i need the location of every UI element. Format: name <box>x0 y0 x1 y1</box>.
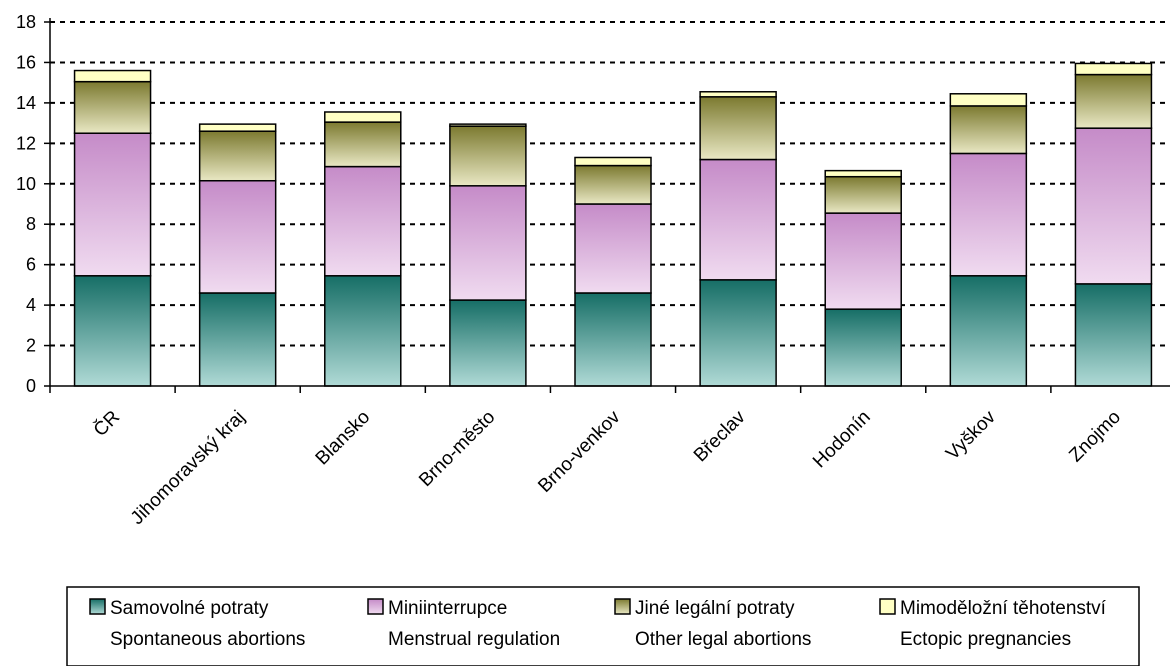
legend-label: Jiné legální potraty <box>635 598 795 619</box>
bar-segment-4 <box>449 123 527 127</box>
bar-segment-1 <box>449 299 527 387</box>
y-tick-label: 10 <box>16 174 36 194</box>
legend-swatch <box>89 598 106 615</box>
bar-segment-2 <box>324 165 402 277</box>
legend: Samovolné potraty Spontaneous abortions Mi… <box>66 586 1140 666</box>
bar-segment-1 <box>574 292 652 387</box>
x-category-label: Brno-venkov <box>534 406 625 497</box>
bar-segment-3 <box>824 175 902 214</box>
bar-segment-4 <box>699 91 777 98</box>
bar-segment-3 <box>1074 73 1153 129</box>
legend-label-en: Ectopic pregnancies <box>900 629 1071 650</box>
x-category-label: Vyškov <box>942 406 1000 464</box>
bar-segment-3 <box>574 164 652 205</box>
bar-segment-2 <box>949 152 1028 277</box>
legend-label-en: Spontaneous abortions <box>110 629 305 650</box>
x-category-label: Znojmo <box>1065 407 1125 467</box>
x-category-label: ČR <box>89 406 124 441</box>
bar-segment-4 <box>73 69 152 83</box>
legend-label-en: Other legal abortions <box>635 629 811 650</box>
legend-swatch <box>614 598 631 615</box>
axes <box>49 18 1170 393</box>
bar-segment-3 <box>324 121 402 168</box>
x-category-label: Brno-město <box>415 407 499 491</box>
x-category-label: Blansko <box>312 407 375 470</box>
bar-segment-3 <box>949 105 1028 155</box>
bar-segment-2 <box>574 203 652 294</box>
bar-segment-1 <box>198 292 277 387</box>
y-tick-label: 0 <box>26 376 36 396</box>
bar-segment-4 <box>574 156 652 167</box>
bars-group <box>73 62 1153 387</box>
bar-segment-3 <box>198 130 277 182</box>
bar-segment-2 <box>824 212 902 310</box>
legend-label-en: Menstrual regulation <box>388 629 560 650</box>
legend-swatch <box>367 598 384 615</box>
y-tick-label: 16 <box>16 52 36 72</box>
y-tick-label: 8 <box>26 214 36 234</box>
legend-box <box>66 586 1140 666</box>
bar-segment-1 <box>699 279 777 387</box>
x-category-label: Hodonín <box>809 407 875 473</box>
legend-label: Samovolné potraty <box>110 598 269 619</box>
bar-segment-2 <box>73 132 152 277</box>
y-tick-label: 6 <box>26 255 36 275</box>
bar-segment-2 <box>449 185 527 301</box>
legend-swatch <box>879 598 896 615</box>
bar-segment-2 <box>1074 127 1153 285</box>
bar-segment-2 <box>699 158 777 281</box>
bar-segment-3 <box>699 96 777 161</box>
y-tick-label: 14 <box>16 93 36 113</box>
x-axis-labels: ČR Jihomoravský kraj Blansko Brno-město Brno… <box>89 406 1125 529</box>
x-category-label: Břeclav <box>690 406 750 466</box>
legend-label: Miniinterrupce <box>388 598 507 619</box>
bar-segment-4 <box>949 93 1028 107</box>
x-category-label: Jihomoravský kraj <box>127 407 249 529</box>
y-tick-label: 2 <box>26 336 36 356</box>
bar-segment-4 <box>824 169 902 178</box>
bar-segment-1 <box>824 308 902 387</box>
y-tick-label: 4 <box>26 295 36 315</box>
bar-segment-1 <box>949 275 1028 387</box>
y-axis-ticks: 0 2 4 6 8 10 12 14 16 18 <box>16 12 50 396</box>
bar-segment-4 <box>1074 62 1153 76</box>
legend-label: Mimoděložní těhotenství <box>900 598 1107 619</box>
y-tick-label: 12 <box>16 133 36 153</box>
bar-segment-2 <box>198 179 277 294</box>
bar-segment-1 <box>73 275 152 387</box>
y-tick-label: 18 <box>16 12 36 32</box>
bar-segment-3 <box>449 125 527 187</box>
bar-segment-4 <box>324 111 402 123</box>
bar-segment-3 <box>73 80 152 134</box>
bar-segment-4 <box>198 123 277 132</box>
bar-segment-1 <box>1074 283 1153 387</box>
bar-segment-1 <box>324 275 402 387</box>
